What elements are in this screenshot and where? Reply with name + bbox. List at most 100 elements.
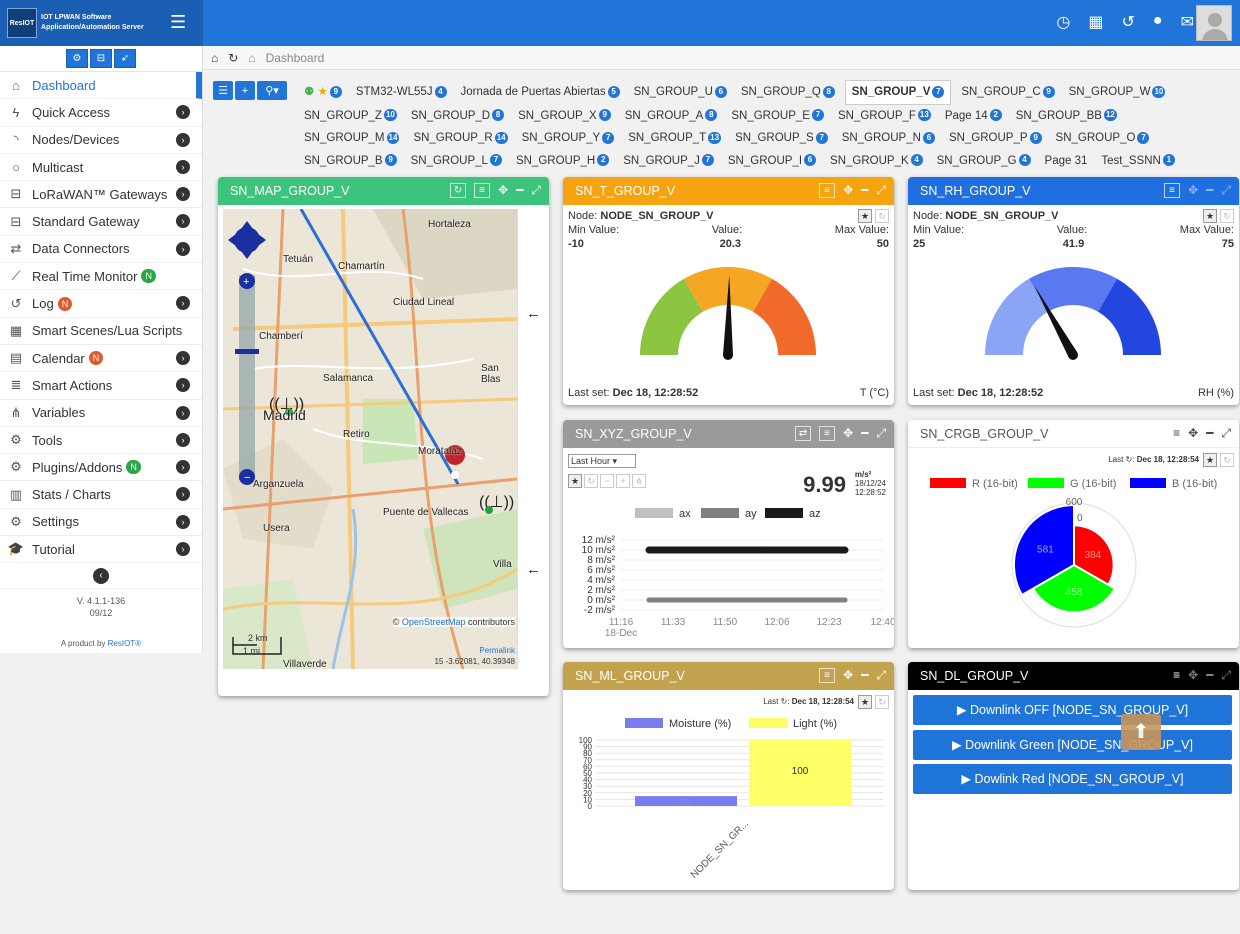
move-icon[interactable]: ✥ [1188,426,1199,440]
chevron-right-icon[interactable]: › [176,487,190,502]
clock-icon[interactable]: ◷ [1056,14,1071,31]
avatar[interactable] [1196,5,1232,41]
move-icon[interactable]: ✥ [1188,668,1199,682]
downlink-red-button[interactable]: ▶ Dowlink Red [NODE_SN_GROUP_V] [913,764,1232,794]
tab-sn-group-i[interactable]: SN_GROUP_I 6 [724,150,820,173]
menu-icon[interactable]: ≡ [1173,668,1181,682]
chevron-right-icon[interactable]: › [176,241,190,256]
product-link[interactable]: ResIOT® [107,639,142,649]
sitemap-icon[interactable]: ⋔ [632,474,646,488]
osm-link[interactable]: OpenStreetMap [401,617,466,627]
menu-toggle-icon[interactable]: ☰ [170,12,187,32]
menu-icon[interactable]: ≡ [474,183,491,198]
tab-sn-group-o[interactable]: SN_GROUP_O 7 [1052,127,1154,150]
expand-icon[interactable]: ⤢ [876,183,886,197]
tabs-list-button[interactable]: ☰ [213,81,233,100]
expand-icon[interactable]: ⤢ [531,183,541,197]
chevron-right-icon[interactable]: › [176,159,190,174]
sidebar-item-plugins-addons[interactable]: ⚙ Plugins/Addons N › [0,454,202,482]
sidebar-item-calendar[interactable]: ▤ Calendar N › [0,345,202,373]
mail-icon[interactable]: ✉ [1180,14,1194,31]
arrow-up-icon[interactable]: ⬆ [1132,721,1150,743]
tab-sn-group-y[interactable]: SN_GROUP_Y 7 [518,127,619,150]
swap-icon[interactable]: ⇄ [795,426,812,441]
tab-sn-group-c[interactable]: SN_GROUP_C 9 [957,81,1058,104]
zoom-dropdown-button[interactable]: ⚲▾ [257,81,287,100]
range-select[interactable]: Last Hour ▾ [568,454,636,468]
tab-sn-group-h[interactable]: SN_GROUP_H 2 [512,150,613,173]
menu-icon[interactable]: ≡ [1173,426,1181,440]
sidebar-item-standard-gateway[interactable]: ⊟ Standard Gateway › [0,208,202,236]
star-icon[interactable]: ★ [858,695,872,709]
chevron-right-icon[interactable]: › [176,187,190,202]
move-icon[interactable]: ✥ [1188,183,1199,197]
alert-icon[interactable]: ● [1152,12,1163,29]
menu-icon[interactable]: ≡ [819,426,836,441]
sidebar-item-log[interactable]: ↺ Log N › [0,290,202,318]
sidebar-item-nodes-devices[interactable]: ◝ Nodes/Devices › [0,127,202,154]
tab-sn-group-w[interactable]: SN_GROUP_W 10 [1065,81,1170,104]
tab-sn-group-g[interactable]: SN_GROUP_G 4 [933,150,1035,173]
minimize-icon[interactable]: ━ [1206,426,1214,440]
chevron-right-icon[interactable]: › [176,514,190,529]
gateway-shortcut-button[interactable]: ⊟ [90,49,112,68]
refresh-icon[interactable]: ↻ [875,209,889,223]
brand[interactable]: ResIOT IOT LPWAN Software Application/Au… [0,0,203,46]
minimize-icon[interactable]: ━ [1206,668,1214,682]
breadcrumb-dashboard[interactable]: Dashboard [265,50,325,65]
sidebar-item-settings[interactable]: ⚙ Settings › [0,509,202,537]
expand-icon[interactable]: ⤢ [1221,668,1231,682]
tab-sn-group-n[interactable]: SN_GROUP_N 6 [838,127,939,150]
map-canvas[interactable]: ((⊥)) ((⊥)) +− [223,209,517,669]
expand-icon[interactable]: ⤢ [876,426,886,440]
sidebar-item-quick-access[interactable]: ϟ Quick Access › [0,99,202,127]
refresh-icon[interactable]: ↻ [584,474,598,488]
plus-icon[interactable]: + [616,474,630,488]
minimize-icon[interactable]: ━ [861,668,869,682]
move-icon[interactable]: ✥ [498,183,509,197]
downlink-green-button[interactable]: ▶ Downlink Green [NODE_SN_GROUP_V] [913,730,1232,760]
expand-icon[interactable]: ⤢ [1221,426,1231,440]
tab-sn-group-k[interactable]: SN_GROUP_K 4 [826,150,927,173]
refresh-icon[interactable]: ↻ [1220,453,1234,467]
tab-sn-group-l[interactable]: SN_GROUP_L 7 [407,150,506,173]
sidebar-item-data-connectors[interactable]: ⇄ Data Connectors › [0,236,202,264]
sidebar-item-variables[interactable]: ⋔ Variables › [0,400,202,427]
tab-sn-group-bb[interactable]: SN_GROUP_BB 12 [1012,105,1121,128]
move-icon[interactable]: ✥ [843,668,854,682]
sidebar-item-stats-charts[interactable]: ▥ Stats / Charts › [0,481,202,509]
menu-icon[interactable]: ≡ [1164,183,1181,198]
tab-sn-group-s[interactable]: SN_GROUP_S 7 [731,127,832,150]
minimize-icon[interactable]: ━ [861,183,869,197]
home-icon[interactable]: ⌂ [211,50,219,65]
sidebar-item-smart-scenes-lua-scripts[interactable]: ▦ Smart Scenes/Lua Scripts [0,318,202,345]
refresh-icon[interactable]: ↻ [875,695,889,709]
chevron-right-icon[interactable]: › [176,132,190,147]
sidebar-item-lorawan-gateways[interactable]: ⊟ LoRaWAN™ Gateways › [0,181,202,209]
sidebar-item-tutorial[interactable]: 🎓 Tutorial › [0,536,202,564]
chevron-right-icon[interactable]: › [176,542,190,557]
sidebar-collapse[interactable]: ‹ [0,563,202,590]
sidebar-item-multicast[interactable]: ○ Multicast › [0,154,202,182]
tab-sn-group-b[interactable]: SN_GROUP_B 9 [300,150,401,173]
minimize-icon[interactable]: ━ [1206,183,1214,197]
tab-sn-group-v[interactable]: SN_GROUP_V 7 [844,80,952,105]
minimize-icon[interactable]: ━ [861,426,869,440]
tab-jornada-de-puertas-abiertas[interactable]: Jornada de Puertas Abiertas 5 [457,81,624,104]
sidebar-item-real-time-monitor[interactable]: ⟋ Real Time Monitor N [0,263,202,291]
chevron-right-icon[interactable]: › [176,105,190,120]
move-icon[interactable]: ✥ [843,426,854,440]
tab-sn-group-t[interactable]: SN_GROUP_T 13 [624,127,725,150]
history-icon[interactable]: ↺ [1121,14,1135,31]
sidebar-item-tools[interactable]: ⚙ Tools › [0,427,202,455]
tab-sn-group-f[interactable]: SN_GROUP_F 13 [834,105,935,128]
chevron-right-icon[interactable]: › [176,378,190,393]
tab-page-14[interactable]: Page 14 2 [941,105,1006,128]
tab-page-31[interactable]: Page 31 [1041,150,1092,173]
tab-sn-group-e[interactable]: SN_GROUP_E 7 [727,105,828,128]
tab-sn-group-q[interactable]: SN_GROUP_Q 8 [737,81,839,104]
arrow-left-icon[interactable]: ← [526,561,541,578]
star-icon[interactable]: ★ [568,474,582,488]
add-page-button[interactable]: + [235,81,255,100]
refresh-icon[interactable]: ↻ [228,50,239,65]
